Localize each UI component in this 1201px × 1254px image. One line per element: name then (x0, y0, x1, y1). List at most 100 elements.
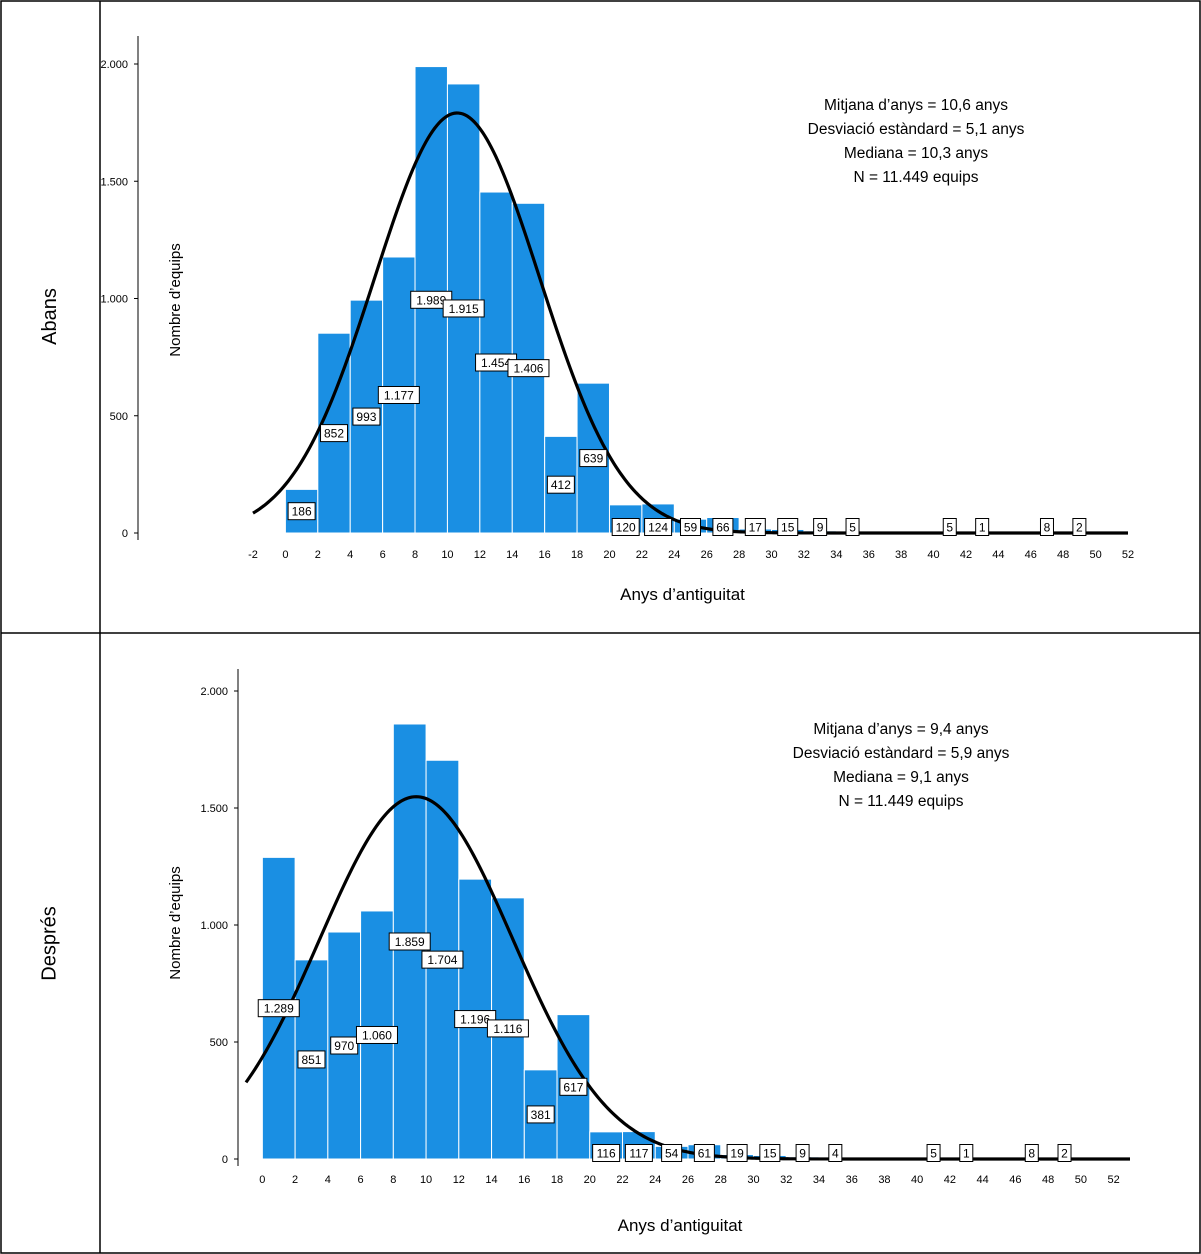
y-tick-label: 500 (110, 411, 128, 423)
bar-data-label-box (777, 518, 799, 536)
stats-annotation-line: Desviació estàndard = 5,9 anys (793, 745, 1010, 762)
x-tick-label: 10 (420, 1174, 432, 1186)
bar-data-label: 1.177 (377, 385, 420, 404)
x-tick-label: 38 (895, 549, 907, 561)
bar-data-label: 2 (1057, 1144, 1072, 1162)
stats-annotation-line: Mediana = 9,1 anys (833, 769, 969, 786)
x-tick-label: 14 (506, 549, 518, 561)
bar-data-label-text: 1.116 (493, 1022, 522, 1036)
x-tick-label: 8 (390, 1174, 396, 1186)
bar-data-label: 116 (592, 1144, 621, 1162)
bar-data-label: 1.289 (257, 999, 300, 1018)
x-tick-label: 44 (977, 1174, 989, 1186)
bar-data-label: 19 (726, 1144, 748, 1162)
x-tick-label: 28 (733, 549, 745, 561)
bar-data-label-text: 1 (963, 1147, 970, 1161)
bar-data-label-text: 412 (551, 478, 571, 492)
bar-data-label-box (744, 518, 766, 536)
bar-data-label-box (975, 518, 990, 536)
bar-data-label-box (813, 518, 828, 536)
bar-data-label-text: 2 (1061, 1147, 1068, 1161)
bar-data-label: 4 (828, 1144, 843, 1162)
bar-data-label-text: 8 (1028, 1147, 1035, 1161)
y-tick-label: 0 (122, 528, 128, 540)
bar-data-label: 17 (744, 518, 766, 536)
bar-data-label-box (257, 999, 300, 1018)
bar-data-label-box (926, 1144, 941, 1162)
bar-data-label: 381 (526, 1105, 555, 1124)
x-tick-label: 2 (315, 549, 321, 561)
x-tick-label: 46 (1025, 549, 1037, 561)
bar-data-label-text: 1.989 (416, 293, 446, 307)
bar-data-label-box (421, 950, 464, 969)
bar-data-label-box (454, 1010, 497, 1029)
y-tick-label: 1.500 (100, 176, 128, 188)
bar-data-label: 59 (680, 518, 701, 536)
row-label-text: Abans (38, 288, 61, 345)
normal-curve-line (244, 795, 1130, 1161)
bar-data-label-text: 54 (665, 1147, 679, 1161)
bar-data-label: 15 (777, 518, 799, 536)
x-tick-label: 36 (846, 1174, 858, 1186)
x-tick-label: 20 (584, 1174, 596, 1186)
bar-data-label-text: 381 (531, 1108, 551, 1122)
bar-data-label: 9 (795, 1144, 810, 1162)
bar-data-label-box (592, 1144, 621, 1162)
stats-annotation-line: N = 11.449 equips (853, 169, 978, 186)
bar-data-label-box (661, 1144, 683, 1162)
bar-data-label-box (845, 518, 860, 536)
bar-data-label: 5 (845, 518, 860, 536)
y-tick-label: 1.000 (200, 920, 228, 932)
stats-annotation-line: Mitjana d’anys = 9,4 anys (813, 721, 989, 738)
bar-data-label: 54 (661, 1144, 683, 1162)
bar-data-label-text: 186 (292, 505, 312, 519)
x-tick-label: 22 (616, 1174, 628, 1186)
x-tick-label: 18 (571, 549, 583, 561)
x-tick-label: 24 (668, 549, 680, 561)
bar-data-label-text: 1.177 (384, 388, 414, 402)
bar-data-label: 124 (644, 518, 673, 536)
y-tick-label: 2.000 (100, 59, 128, 71)
bar-data-label: 1.915 (442, 299, 485, 318)
x-tick-label: 16 (539, 549, 551, 561)
bar-data-label: 1.196 (454, 1010, 497, 1029)
x-tick-label: 22 (636, 549, 648, 561)
bar-data-label-box (726, 1144, 748, 1162)
y-tick-label: 1.500 (200, 803, 228, 815)
bar-data-label-text: 1.915 (449, 302, 479, 316)
bar-data-label-text: 639 (583, 452, 603, 466)
bar-data-label: 5 (926, 1144, 941, 1162)
bar-data-label-text: 1.196 (460, 1013, 490, 1027)
x-tick-label: 4 (325, 1174, 331, 1186)
x-tick-label: 30 (747, 1174, 759, 1186)
bar-data-label-box (644, 518, 673, 536)
bar-data-label-text: 852 (324, 427, 344, 441)
x-tick-label: 12 (474, 549, 486, 561)
bar-data-label-text: 59 (684, 521, 698, 535)
x-tick-label: 6 (380, 549, 386, 561)
bar-data-label: 186 (287, 502, 316, 521)
bar-data-label: 993 (352, 407, 381, 426)
bar-data-label-text: 617 (563, 1080, 583, 1094)
bar-data-label-text: 9 (799, 1147, 806, 1161)
x-tick-label: 40 (911, 1174, 923, 1186)
row-label-text: Després (38, 905, 61, 981)
x-tick-label: 26 (682, 1174, 694, 1186)
bar-data-label: 8 (1039, 518, 1054, 536)
x-tick-label: 32 (780, 1174, 792, 1186)
bar-data-label-text: 120 (616, 521, 636, 535)
bar-data-label-text: 2 (1076, 521, 1083, 535)
bar-data-label-box (352, 407, 381, 426)
x-tick-label: 30 (765, 549, 777, 561)
bar-data-label-text: 5 (849, 521, 856, 535)
bar-data-label-box (611, 518, 640, 536)
bar-data-label: 1.989 (410, 290, 453, 309)
x-tick-label: 28 (715, 1174, 727, 1186)
bar-data-label-text: 15 (781, 521, 795, 535)
bar-data-label-box (1057, 1144, 1072, 1162)
bar-data-label: 970 (330, 1036, 359, 1055)
x-tick-label: 0 (259, 1174, 265, 1186)
bar-data-label-text: 1.406 (513, 362, 543, 376)
x-tick-label: 36 (863, 549, 875, 561)
bar-data-label-box (1072, 518, 1087, 536)
